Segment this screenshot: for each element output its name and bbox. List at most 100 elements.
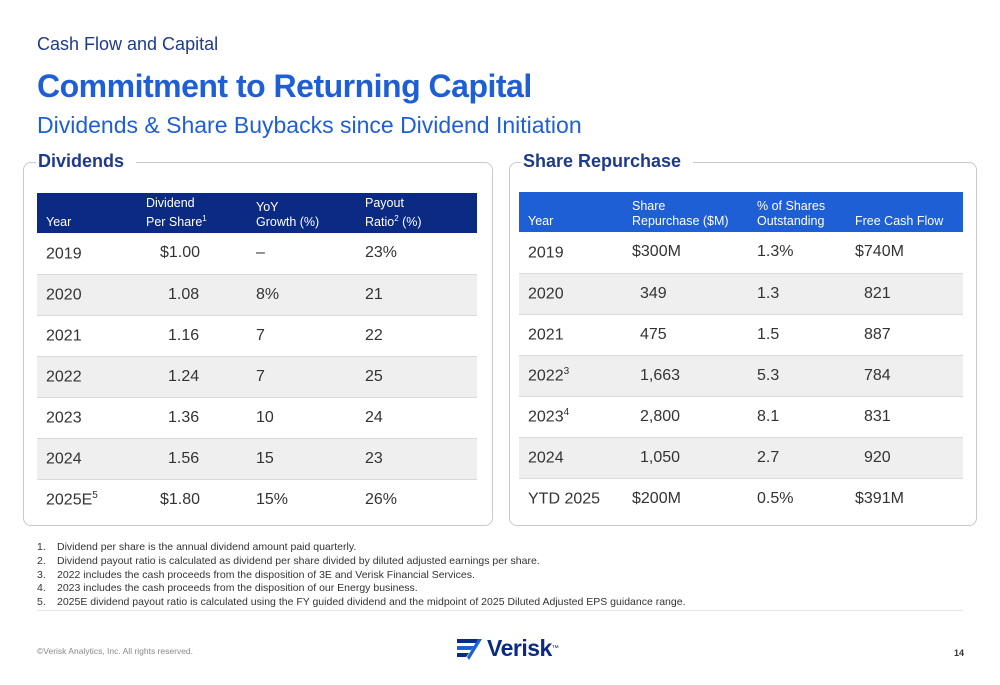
dividends-year-cell: 2023 bbox=[37, 397, 146, 439]
dividends-year-cell: 2025E5 bbox=[46, 490, 98, 509]
dividends-year-cell: 2019 bbox=[37, 233, 146, 275]
footnote-number: 4. bbox=[37, 582, 46, 595]
dividends-payout-cell: 23% bbox=[365, 233, 477, 275]
repurchase-year-cell: 2020 bbox=[519, 273, 632, 315]
dividends-yoy-cell: 10 bbox=[256, 397, 365, 439]
dividends-yoy-cell: 7 bbox=[256, 356, 365, 398]
dividends-yoy-cell: 8% bbox=[256, 274, 365, 316]
dividends-payout-cell: 25 bbox=[365, 356, 477, 398]
repurchase-fcf-cell: 784 bbox=[855, 355, 963, 397]
dividends-row: 2019 $1.00–23% bbox=[37, 233, 477, 275]
repurchase-fcf-cell: $740M bbox=[855, 232, 963, 274]
footnote-item: 5. 2025E dividend payout ratio is calcula… bbox=[37, 596, 686, 610]
repurchase-fcf-cell: 920 bbox=[855, 437, 963, 479]
repurchase-row: 20234 2,800 8.1 831 bbox=[519, 396, 963, 438]
repurchase-col-pct: % of Shares Outstanding bbox=[757, 199, 826, 228]
verisk-logo: Verisk ™ bbox=[455, 635, 559, 662]
dividends-year-cell: 2021 bbox=[37, 315, 146, 357]
dividends-payout-cell: 24 bbox=[365, 397, 477, 439]
repurchase-share-cell: $200M bbox=[632, 489, 681, 507]
dividends-yoy-cell: 15% bbox=[256, 490, 289, 508]
dividends-dps-cell: 1.36 bbox=[146, 397, 256, 439]
dividends-row: 2023 1.36 10 24 bbox=[37, 397, 477, 439]
repurchase-row: YTD 2025 $200M 0.5% $391M bbox=[519, 478, 963, 519]
dividends-col-dps: Dividend Per Share1 bbox=[146, 195, 207, 229]
footnote-number: 5. bbox=[37, 596, 46, 609]
dividends-table: Year Dividend Per Share1 YoY Growth (%) Pa… bbox=[37, 193, 477, 520]
repurchase-year-cell: 20234 bbox=[519, 396, 632, 438]
repurchase-row: 2019 $300M 1.3% $740M bbox=[519, 232, 963, 274]
repurchase-pct-cell: 0.5% bbox=[757, 489, 794, 507]
dividends-year-cell: 2020 bbox=[37, 274, 146, 316]
dividends-dps-cell: 1.56 bbox=[146, 438, 256, 480]
dividends-col-year: Year bbox=[46, 215, 72, 229]
repurchase-col-year: Year bbox=[528, 214, 554, 228]
dividends-payout-cell: 23 bbox=[365, 438, 477, 480]
dividends-panel-title: Dividends bbox=[36, 151, 137, 172]
repurchase-col-share: Share Repurchase ($M) bbox=[632, 199, 729, 228]
footnote-item: 2. Dividend payout ratio is calculated as… bbox=[37, 555, 686, 569]
footnote-number: 2. bbox=[37, 554, 46, 567]
repurchase-year-cell: 2024 bbox=[519, 437, 632, 479]
footnote-item: 1. Dividend per share is the annual divid… bbox=[37, 541, 686, 555]
repurchase-pct-cell: 2.7 bbox=[757, 437, 855, 479]
footnote-text: 2025E dividend payout ratio is calculate… bbox=[57, 596, 686, 609]
dividends-row: 2022 1.24 7 25 bbox=[37, 356, 477, 398]
copyright: ©Verisk Analytics, Inc. All rights reser… bbox=[37, 646, 194, 656]
dividends-dps-cell: 1.16 bbox=[146, 315, 256, 357]
dividends-dps-cell: $1.80 bbox=[160, 490, 201, 508]
repurchase-row: 2024 1,050 2.7 920 bbox=[519, 437, 963, 479]
repurchase-fcf-cell: 831 bbox=[855, 396, 963, 438]
repurchase-year-cell: 2021 bbox=[519, 314, 632, 356]
repurchase-panel: Share Repurchase Year Share Repurchase ($… bbox=[509, 151, 977, 526]
repurchase-year-cell: 20223 bbox=[519, 355, 632, 397]
dividends-dps-cell: 1.08 bbox=[146, 274, 256, 316]
repurchase-row: 2021 475 1.5 887 bbox=[519, 314, 963, 356]
dividends-year-cell: 2022 bbox=[37, 356, 146, 398]
page-title: Commitment to Returning Capital bbox=[37, 68, 532, 104]
repurchase-row: 2020 349 1.3 821 bbox=[519, 273, 963, 315]
dividends-payout-cell: 26% bbox=[365, 490, 398, 508]
verisk-logo-tm: ™ bbox=[551, 645, 559, 652]
footnote-number: 1. bbox=[37, 541, 46, 553]
repurchase-share-cell: 475 bbox=[632, 314, 757, 356]
repurchase-fcf-cell: 821 bbox=[855, 273, 963, 315]
repurchase-pct-cell: 1.3% bbox=[757, 232, 855, 274]
footnote-number: 3. bbox=[37, 568, 46, 581]
repurchase-header-row: Year Share Repurchase ($M) % of Shares Out… bbox=[519, 192, 963, 232]
repurchase-share-cell: 1,663 bbox=[632, 355, 757, 397]
repurchase-table: Year Share Repurchase ($M) % of Shares Out… bbox=[519, 192, 963, 519]
footnote-text: 2022 includes the cash proceeds from the… bbox=[57, 568, 475, 581]
dividends-col-payout: Payout Ratio2 (%) bbox=[365, 195, 422, 229]
dividends-payout-cell: 22 bbox=[365, 315, 477, 357]
repurchase-share-cell: 2,800 bbox=[632, 396, 757, 438]
page-subtitle: Dividends & Share Buybacks since Dividen… bbox=[37, 112, 582, 138]
dividends-dps-cell: 1.24 bbox=[146, 356, 256, 398]
repurchase-year-cell: 2019 bbox=[519, 232, 632, 274]
verisk-logo-icon bbox=[457, 638, 482, 660]
footnote-text: Dividend per share is the annual dividen… bbox=[57, 541, 357, 553]
page-number: 14 bbox=[954, 648, 965, 658]
repurchase-pct-cell: 8.1 bbox=[757, 396, 855, 438]
footnote-text: 2023 includes the cash proceeds from the… bbox=[57, 582, 418, 595]
dividends-yoy-cell: 7 bbox=[256, 315, 365, 357]
repurchase-col-fcf: Free Cash Flow bbox=[855, 214, 944, 228]
dividends-header-row: Year Dividend Per Share1 YoY Growth (%) Pa… bbox=[37, 193, 477, 233]
dividends-payout-cell: 21 bbox=[365, 274, 477, 316]
verisk-logo-text: Verisk bbox=[487, 635, 552, 661]
dividends-year-cell: 2024 bbox=[37, 438, 146, 480]
repurchase-pct-cell: 5.3 bbox=[757, 355, 855, 397]
repurchase-pct-cell: 1.3 bbox=[757, 273, 855, 315]
dividends-row: 2025E5 $1.80 15% 26% bbox=[37, 479, 477, 520]
dividends-row: 2020 1.08 8% 21 bbox=[37, 274, 477, 316]
dividends-yoy-cell: 15 bbox=[256, 438, 365, 480]
repurchase-fcf-cell: 887 bbox=[855, 314, 963, 356]
footnote-text: Dividend payout ratio is calculated as d… bbox=[57, 554, 540, 567]
footnote-item: 4. 2023 includes the cash proceeds from t… bbox=[37, 582, 686, 596]
repurchase-share-cell: 1,050 bbox=[632, 437, 757, 479]
repurchase-row: 20223 1,663 5.3 784 bbox=[519, 355, 963, 397]
section-label: Cash Flow and Capital bbox=[37, 34, 219, 54]
repurchase-share-cell: $300M bbox=[632, 232, 757, 274]
footnotes: 1. Dividend per share is the annual divid… bbox=[37, 541, 686, 610]
repurchase-fcf-cell: $391M bbox=[855, 489, 904, 507]
